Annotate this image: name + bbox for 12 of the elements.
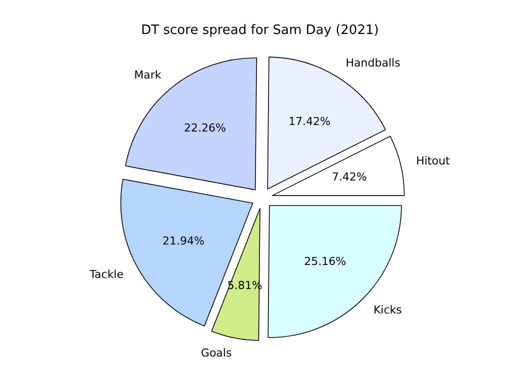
slice-label: Handballs [346,56,401,70]
data-label: 7.42% [332,170,367,184]
slice-label: Hitout [416,154,450,168]
data-label: 25.16% [304,254,346,268]
slice-label: Kicks [373,304,402,317]
data-label: 22.26% [184,122,226,135]
data-label: 17.42% [288,114,330,128]
slice-label: Tackle [88,268,124,281]
chart-title: DT score spread for Sam Day (2021) [141,23,379,38]
data-label: 21.94% [162,234,204,248]
slice-label: Mark [134,68,162,82]
slice-label: Goals [200,346,232,360]
